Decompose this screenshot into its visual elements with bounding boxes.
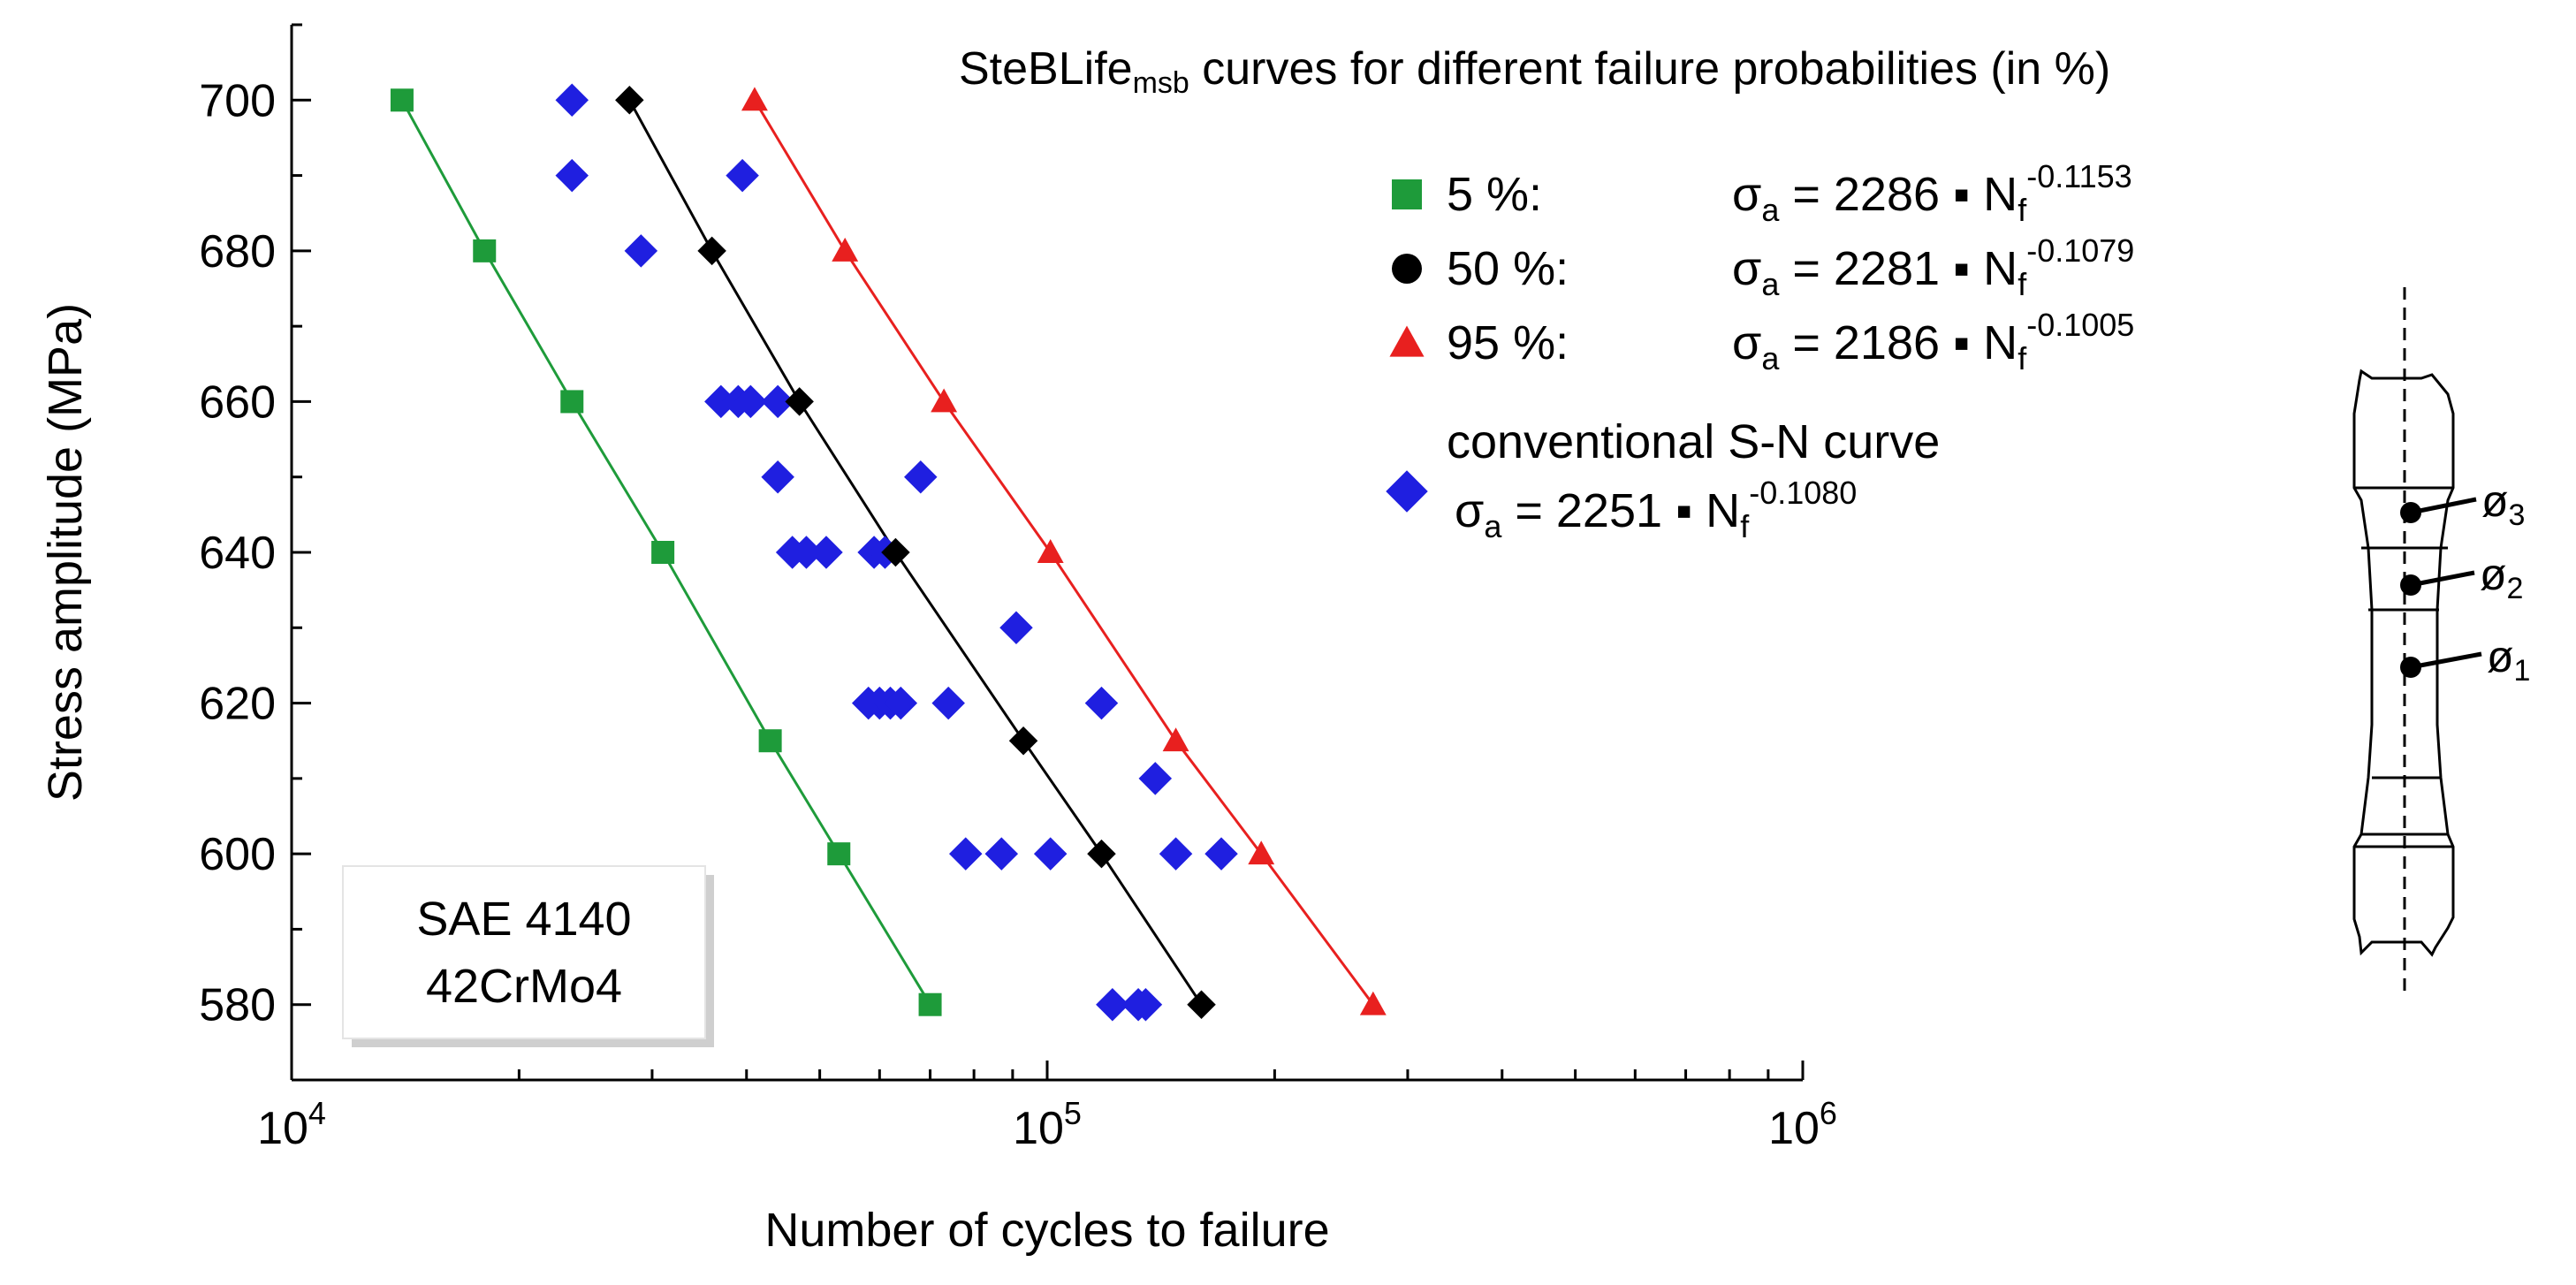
legend-label-2: 95 %: [1447,316,1569,369]
data-point [789,536,824,569]
data-point [999,611,1033,645]
data-point [761,460,794,494]
data-point [741,87,768,111]
data-point [651,541,675,564]
y-tick-label: 600 [199,829,276,880]
data-point [758,729,782,753]
measurement-leader-3 [2410,497,2477,515]
y-tick-label: 660 [199,376,276,428]
data-point [1008,726,1038,756]
data-point [948,837,983,871]
specimen-measurement-points: ø3 ø2 ø1 [2400,476,2530,688]
data-point [1187,990,1216,1019]
data-point [555,158,589,193]
legend-marker-3 [1386,470,1428,513]
data-point [761,384,794,419]
legend-equation-1: σa = 2281 ▪ Nf-0.1079 [1732,232,2134,302]
series-0-markers [390,88,942,1016]
data-point [785,387,814,416]
data-point [555,83,589,118]
y-tick-label: 680 [199,226,276,278]
y-axis-label: Stress amplitude (MPa) [39,303,92,802]
data-point [931,388,958,413]
chart-title: SteBLifemsb curves for different failure… [959,43,2110,100]
series-2-markers [741,87,1387,1015]
data-point [1138,762,1173,795]
y-tick-label: 620 [199,679,276,730]
data-point [1084,686,1119,720]
data-point [473,239,497,262]
x-axis-label: Number of cycles to failure [764,1204,1329,1257]
specimen-outline [2352,369,2455,957]
legend-marker-1 [1392,254,1422,284]
data-point [624,234,658,268]
data-point [1087,839,1116,869]
measurement-label-3: ø3 [2481,476,2525,532]
material-box [342,865,706,1039]
material-label-line1: SAE 4140 [416,893,631,946]
data-point [1037,539,1064,563]
series-3-markers [555,83,1238,1022]
data-point [704,384,738,419]
data-point [615,86,644,115]
legend-label-3: conventional S-N curve [1447,415,1940,468]
legend: 5 %: σa = 2286 ▪ Nf-0.1153 50 %: σa = 2281 … [1386,158,2134,544]
legend-equation-3: σa = 2251 ▪ Nf-0.1080 [1455,475,1857,544]
data-point [1162,727,1189,752]
measurement-leader-2 [2410,570,2475,588]
data-point [1248,840,1275,865]
legend-marker-0 [1392,179,1422,209]
legend-label-1: 50 %: [1447,242,1569,295]
legend-marker-2 [1389,325,1425,357]
data-point [390,88,414,112]
data-point [1159,837,1193,871]
series-line-1 [627,99,1203,1006]
data-point [918,992,942,1016]
data-point [560,390,584,414]
legend-equation-0: σa = 2286 ▪ Nf-0.1153 [1732,158,2132,228]
y-axis-ticks: 580 600 620 640 660 680 700 [199,23,311,1082]
y-tick-label: 700 [199,75,276,126]
y-tick-label: 640 [199,528,276,579]
specimen-drawing [2352,287,2455,994]
measurement-label-2: ø2 [2480,550,2523,605]
chart-title-rest: curves for different failure probabiliti… [1189,43,2110,95]
legend-equation-2: σa = 2186 ▪ Nf-0.1005 [1732,307,2134,376]
data-point [1096,987,1129,1022]
data-point [1359,991,1387,1015]
data-point [931,686,965,720]
x-axis-ticks: 104 105 106 [257,1061,1837,1154]
x-tick-label: 106 [1768,1095,1837,1154]
data-point [832,237,859,262]
series-1-markers [615,86,1216,1019]
y-tick-label: 580 [199,980,276,1031]
data-point [1033,837,1068,871]
x-tick-label: 104 [257,1095,326,1154]
data-point [984,837,1019,871]
measurement-label-1: ø1 [2487,632,2530,688]
data-point [1204,837,1238,871]
data-point [697,236,726,266]
data-point [884,686,918,720]
chart-title-main: SteBLife [959,43,1133,95]
data-point [904,460,938,494]
series-layer [390,83,1387,1022]
measurement-leader-1 [2410,651,2482,670]
data-point [1128,987,1163,1022]
data-point [881,537,910,567]
data-point [809,536,843,569]
chart-title-sub: msb [1133,66,1189,100]
material-label-box: SAE 4140 42CrMo4 [342,865,714,1047]
legend-label-0: 5 %: [1447,168,1542,221]
x-tick-label: 105 [1013,1095,1082,1154]
data-point [827,842,851,866]
data-point [726,158,759,193]
data-point [733,384,768,419]
material-label-line2: 42CrMo4 [426,960,622,1013]
